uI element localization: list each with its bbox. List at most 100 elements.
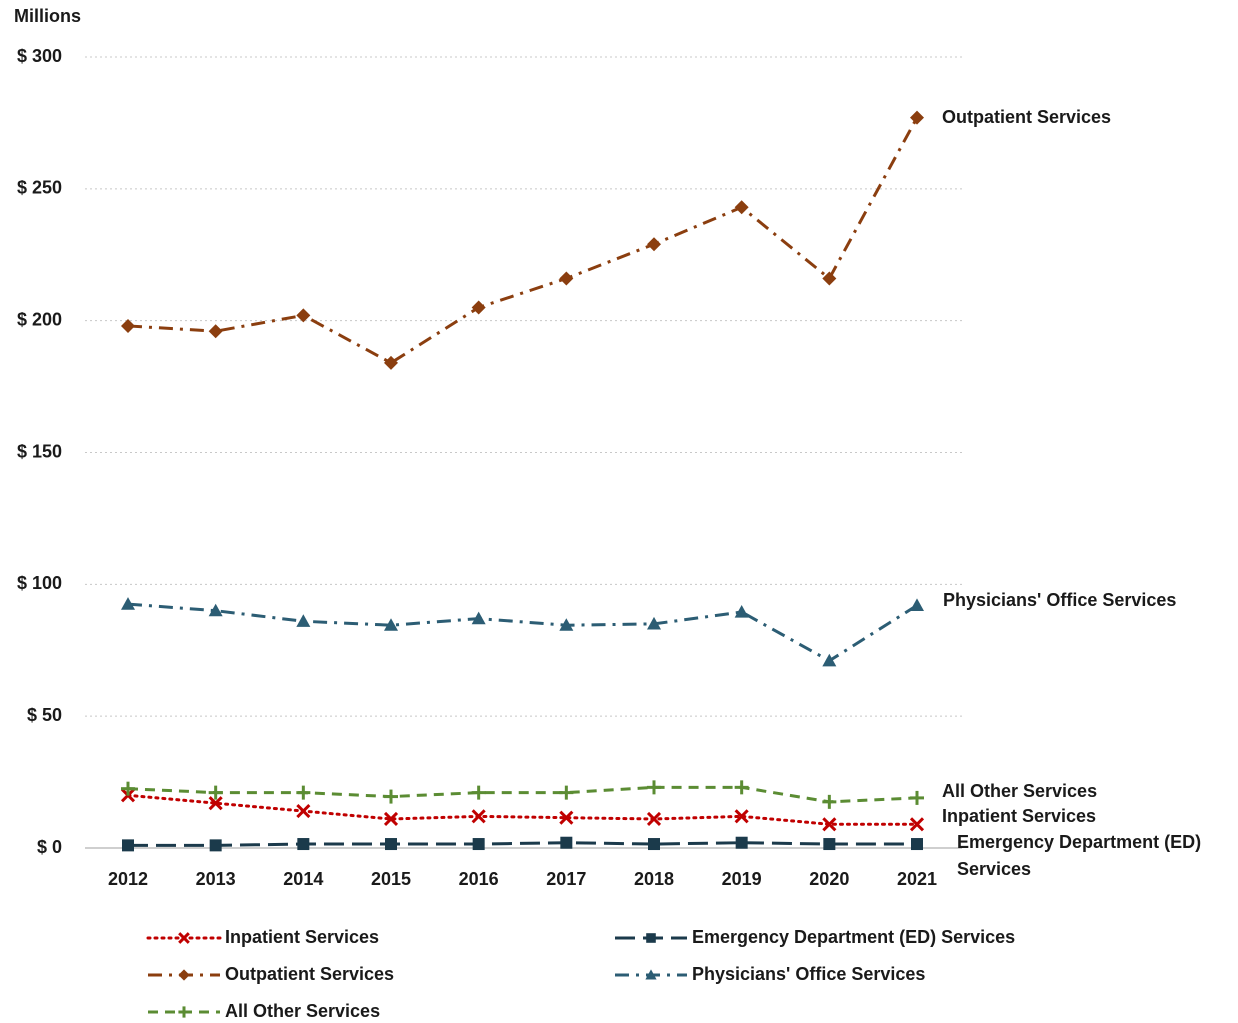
legend-marker [178,1006,190,1018]
marker-shape [645,969,657,980]
marker-shape [822,271,837,286]
marker [822,271,837,286]
marker-shape [910,110,924,125]
marker [384,355,398,370]
marker [471,611,486,625]
legend-marker [178,969,190,981]
marker-shape [647,616,661,630]
marker-stroke [734,809,749,824]
marker [647,780,661,795]
marker [822,653,837,667]
marker-stroke [208,796,223,811]
marker-shape [385,838,397,851]
marker-stroke [909,817,925,832]
series-line [127,785,918,804]
marker [472,838,485,851]
marker-shape [384,355,398,370]
legend-marker [178,932,190,944]
x-tick-label: 2020 [809,869,849,889]
marker-shape [471,611,486,625]
marker-shape [735,836,748,849]
marker-shape [209,839,222,852]
x-tick-label: 2016 [459,869,499,889]
marker [734,780,749,795]
marker-shape [472,838,485,851]
y-tick-label: $ 300 [17,46,62,66]
x-tick-label: 2014 [283,869,323,889]
y-tick-label: $ 250 [17,178,62,198]
y-tick-label: $ 200 [17,309,62,329]
series-end-label: Emergency Department (ED) Services [957,832,1202,879]
marker [910,110,924,125]
x-tick-label: 2021 [897,869,937,889]
marker [734,200,749,215]
marker-shape [648,838,660,851]
marker-shape [734,605,749,618]
marker [296,785,311,800]
marker [910,598,924,612]
marker [559,618,574,631]
marker-shape [911,838,923,851]
marker-stroke [471,809,486,824]
marker-shape [734,200,749,215]
marker-stroke [383,811,399,827]
y-tick-label: $ 100 [17,573,62,593]
marker [208,324,223,339]
marker [559,271,574,286]
marker [297,838,310,851]
marker-stroke [822,817,837,832]
series-end-label: Inpatient Services [942,806,1097,826]
legend-label: Inpatient Services [225,927,379,947]
marker-shape [208,603,223,617]
marker [822,817,837,832]
legend-item: Emergency Department (ED) Services [615,927,1015,947]
marker-shape [208,324,223,339]
x-tick-label: 2017 [546,869,586,889]
marker [471,809,486,824]
marker [296,308,311,323]
marker [822,794,837,809]
marker-stroke [646,811,662,827]
marker [385,838,397,851]
marker-stroke [559,810,574,825]
marker [121,318,135,333]
marker [471,300,486,315]
marker [734,605,749,618]
marker-shape [121,597,135,610]
marker [209,839,222,852]
marker-shape [647,237,661,252]
marker [735,836,748,849]
marker-shape [122,839,134,852]
x-tick-label: 2013 [196,869,236,889]
marker [559,810,574,825]
x-tick-label: 2015 [371,869,411,889]
legend-label: All Other Services [225,1001,380,1021]
x-tick-label: 2012 [108,869,148,889]
marker-shape [822,653,837,667]
marker [121,781,135,796]
marker-stroke [296,804,311,819]
marker-shape [910,598,924,612]
y-tick-label: $ 150 [17,441,62,461]
legend-item: Outpatient Services [148,964,394,984]
series-end-label: Physicians' Office Services [943,590,1177,610]
marker [646,811,662,827]
marker [384,789,398,804]
marker [122,839,134,852]
marker [208,796,223,811]
marker-shape [297,838,310,851]
series-end-label: Outpatient Services [942,107,1112,127]
marker-stroke [178,932,190,944]
y-axis-label: Millions [14,6,81,26]
marker-shape [471,300,486,315]
y-tick-label: $ 0 [37,837,62,857]
marker-shape [560,836,573,849]
legend-marker [645,969,657,980]
marker-shape [296,614,311,627]
marker [647,616,661,630]
marker [384,618,398,631]
marker [208,603,223,617]
marker [208,785,223,800]
